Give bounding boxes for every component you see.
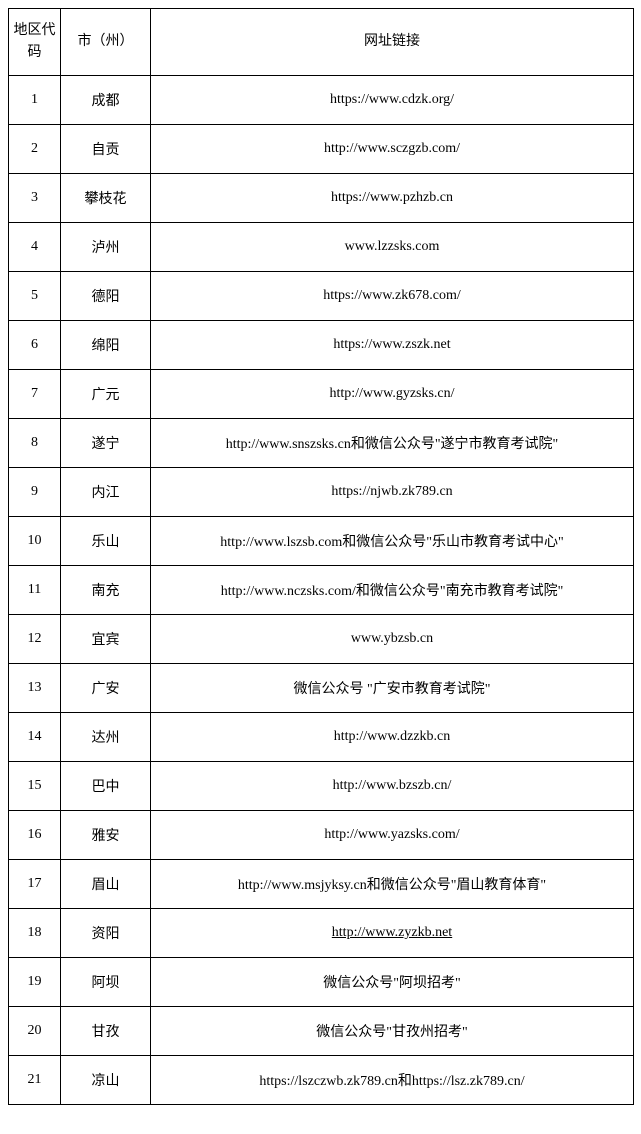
- cell-city: 甘孜: [61, 1007, 151, 1056]
- cell-city: 乐山: [61, 517, 151, 566]
- cell-city: 广安: [61, 664, 151, 713]
- cell-url: https://njwb.zk789.cn: [151, 468, 634, 517]
- cell-url: 微信公众号"甘孜州招考": [151, 1007, 634, 1056]
- cell-code: 9: [9, 468, 61, 517]
- cell-city: 眉山: [61, 860, 151, 909]
- cell-code: 15: [9, 762, 61, 811]
- cell-code: 13: [9, 664, 61, 713]
- cell-code: 19: [9, 958, 61, 1007]
- cell-city: 巴中: [61, 762, 151, 811]
- table-row: 9内江https://njwb.zk789.cn: [9, 468, 634, 517]
- table-row: 17眉山http://www.msjyksy.cn和微信公众号"眉山教育体育": [9, 860, 634, 909]
- cell-code: 7: [9, 370, 61, 419]
- cell-city: 凉山: [61, 1056, 151, 1105]
- cell-code: 10: [9, 517, 61, 566]
- cell-city: 雅安: [61, 811, 151, 860]
- cell-url: http://www.lszsb.com和微信公众号"乐山市教育考试中心": [151, 517, 634, 566]
- cell-url: https://www.zszk.net: [151, 321, 634, 370]
- table-row: 21凉山https://lszczwb.zk789.cn和https://lsz…: [9, 1056, 634, 1105]
- cell-city: 泸州: [61, 223, 151, 272]
- cell-url: http://www.nczsks.com/和微信公众号"南充市教育考试院": [151, 566, 634, 615]
- cell-code: 1: [9, 76, 61, 125]
- cell-city: 资阳: [61, 909, 151, 958]
- header-city: 市（州）: [61, 9, 151, 76]
- cell-url: http://www.yazsks.com/: [151, 811, 634, 860]
- cell-url: http://www.bzszb.cn/: [151, 762, 634, 811]
- cell-city: 宜宾: [61, 615, 151, 664]
- table-row: 4泸州www.lzzsks.com: [9, 223, 634, 272]
- cell-city: 攀枝花: [61, 174, 151, 223]
- table-row: 3攀枝花https://www.pzhzb.cn: [9, 174, 634, 223]
- cell-url: https://www.pzhzb.cn: [151, 174, 634, 223]
- cell-url: https://www.zk678.com/: [151, 272, 634, 321]
- cell-city: 成都: [61, 76, 151, 125]
- cell-url: www.ybzsb.cn: [151, 615, 634, 664]
- table-row: 5德阳https://www.zk678.com/: [9, 272, 634, 321]
- table-row: 12宜宾www.ybzsb.cn: [9, 615, 634, 664]
- cell-url: http://www.dzzkb.cn: [151, 713, 634, 762]
- cell-url: www.lzzsks.com: [151, 223, 634, 272]
- table-row: 7广元http://www.gyzsks.cn/: [9, 370, 634, 419]
- cell-url: http://www.zyzkb.net: [151, 909, 634, 958]
- table-row: 2自贡http://www.sczgzb.com/: [9, 125, 634, 174]
- cell-code: 3: [9, 174, 61, 223]
- table-row: 13广安微信公众号 "广安市教育考试院": [9, 664, 634, 713]
- table-row: 1成都https://www.cdzk.org/: [9, 76, 634, 125]
- cell-url: http://www.msjyksy.cn和微信公众号"眉山教育体育": [151, 860, 634, 909]
- cell-city: 遂宁: [61, 419, 151, 468]
- cell-url: http://www.snszsks.cn和微信公众号"遂宁市教育考试院": [151, 419, 634, 468]
- cell-code: 12: [9, 615, 61, 664]
- cell-code: 5: [9, 272, 61, 321]
- table-row: 6绵阳https://www.zszk.net: [9, 321, 634, 370]
- cell-code: 6: [9, 321, 61, 370]
- table-header-row: 地区代码 市（州） 网址链接: [9, 9, 634, 76]
- cell-code: 14: [9, 713, 61, 762]
- cell-url: https://www.cdzk.org/: [151, 76, 634, 125]
- header-code: 地区代码: [9, 9, 61, 76]
- cell-url: http://www.gyzsks.cn/: [151, 370, 634, 419]
- table-row: 20甘孜微信公众号"甘孜州招考": [9, 1007, 634, 1056]
- cell-city: 德阳: [61, 272, 151, 321]
- cell-city: 绵阳: [61, 321, 151, 370]
- table-row: 18资阳http://www.zyzkb.net: [9, 909, 634, 958]
- cell-city: 南充: [61, 566, 151, 615]
- table-row: 11南充http://www.nczsks.com/和微信公众号"南充市教育考试…: [9, 566, 634, 615]
- table-row: 14达州http://www.dzzkb.cn: [9, 713, 634, 762]
- cell-url: https://lszczwb.zk789.cn和https://lsz.zk7…: [151, 1056, 634, 1105]
- cell-code: 20: [9, 1007, 61, 1056]
- cell-code: 11: [9, 566, 61, 615]
- cell-code: 18: [9, 909, 61, 958]
- table-row: 19阿坝微信公众号"阿坝招考": [9, 958, 634, 1007]
- cell-url: http://www.sczgzb.com/: [151, 125, 634, 174]
- table-row: 15巴中http://www.bzszb.cn/: [9, 762, 634, 811]
- cell-url: 微信公众号"阿坝招考": [151, 958, 634, 1007]
- cell-code: 21: [9, 1056, 61, 1105]
- table-row: 10乐山http://www.lszsb.com和微信公众号"乐山市教育考试中心…: [9, 517, 634, 566]
- cell-city: 阿坝: [61, 958, 151, 1007]
- cell-code: 8: [9, 419, 61, 468]
- table-row: 16雅安http://www.yazsks.com/: [9, 811, 634, 860]
- table-row: 8遂宁http://www.snszsks.cn和微信公众号"遂宁市教育考试院": [9, 419, 634, 468]
- cell-city: 达州: [61, 713, 151, 762]
- cell-city: 内江: [61, 468, 151, 517]
- header-url: 网址链接: [151, 9, 634, 76]
- region-url-table: 地区代码 市（州） 网址链接 1成都https://www.cdzk.org/2…: [8, 8, 634, 1105]
- cell-code: 17: [9, 860, 61, 909]
- cell-code: 2: [9, 125, 61, 174]
- cell-city: 广元: [61, 370, 151, 419]
- cell-city: 自贡: [61, 125, 151, 174]
- cell-url: 微信公众号 "广安市教育考试院": [151, 664, 634, 713]
- table-body: 1成都https://www.cdzk.org/2自贡http://www.sc…: [9, 76, 634, 1105]
- cell-code: 4: [9, 223, 61, 272]
- cell-code: 16: [9, 811, 61, 860]
